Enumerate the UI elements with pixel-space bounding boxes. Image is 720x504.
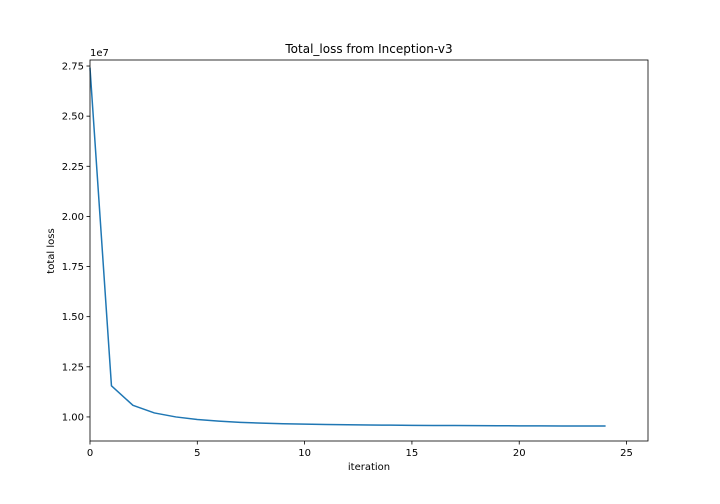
y-tick-label: 1.75 [62,262,84,273]
x-tick-label: 20 [513,448,526,459]
x-axis-label: iteration [348,462,390,473]
y-axis: 1.00 1.25 1.50 1.75 2.00 2.25 2.50 2.75 [62,62,90,423]
x-tick-label: 15 [406,448,419,459]
x-tick-label: 0 [87,448,93,459]
y-tick-label: 2.00 [62,212,84,223]
x-tick-label: 25 [620,448,633,459]
y-tick-label: 1.25 [62,362,84,373]
y-tick-label: 2.75 [62,62,84,73]
y-tick-label: 2.50 [62,112,84,123]
x-axis: 0 5 10 15 20 25 [87,441,633,459]
y-tick-label: 2.25 [62,162,84,173]
plot-frame [89,59,649,442]
y-tick-label: 1.00 [62,412,84,423]
series-line-0 [89,67,606,427]
y-offset-label: 1e7 [90,48,109,59]
x-tick-label: 10 [298,448,311,459]
chart-title: Total_loss from Inception-v3 [284,42,452,56]
y-tick-label: 1.50 [62,312,84,323]
y-axis-label: total loss [46,228,57,273]
plot-area [89,67,606,427]
x-tick-label: 5 [194,448,200,459]
